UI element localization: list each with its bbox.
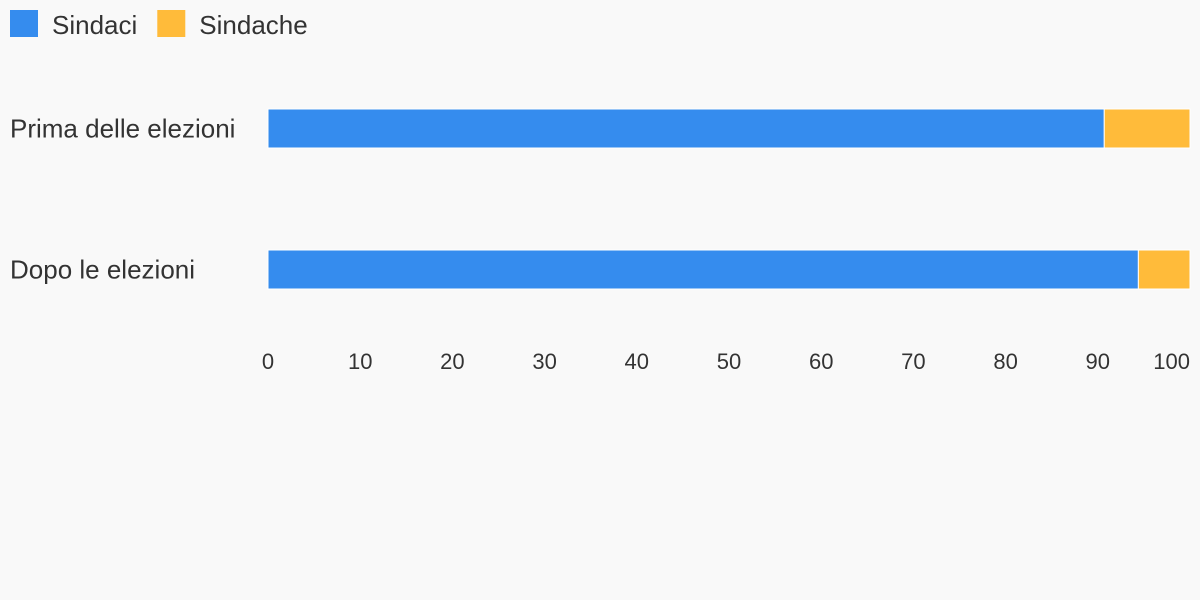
legend-swatch (10, 10, 38, 37)
legend-label: Sindache (199, 10, 307, 40)
x-tick-label: 10 (348, 349, 372, 374)
x-tick-label: 40 (625, 349, 649, 374)
x-tick-label: 80 (993, 349, 1017, 374)
x-tick-label: 20 (440, 349, 464, 374)
legend-swatch (157, 10, 186, 37)
x-tick-label: 60 (809, 349, 833, 374)
x-tick-label: 70 (901, 349, 925, 374)
legend-label: Sindaci (52, 10, 137, 40)
x-tick-label: 50 (717, 349, 741, 374)
category-label: Dopo le elezioni (10, 254, 195, 284)
x-tick-label: 0 (262, 349, 274, 374)
x-tick-label: 90 (1086, 349, 1110, 374)
x-tick-label: 30 (532, 349, 556, 374)
bar-segment (267, 249, 1139, 290)
x-tick-label: 100 (1153, 349, 1190, 374)
bar-segment (1103, 108, 1191, 149)
bar-segment (267, 108, 1105, 149)
bar-segment (1137, 249, 1191, 290)
category-label: Prima delle elezioni (10, 113, 235, 143)
